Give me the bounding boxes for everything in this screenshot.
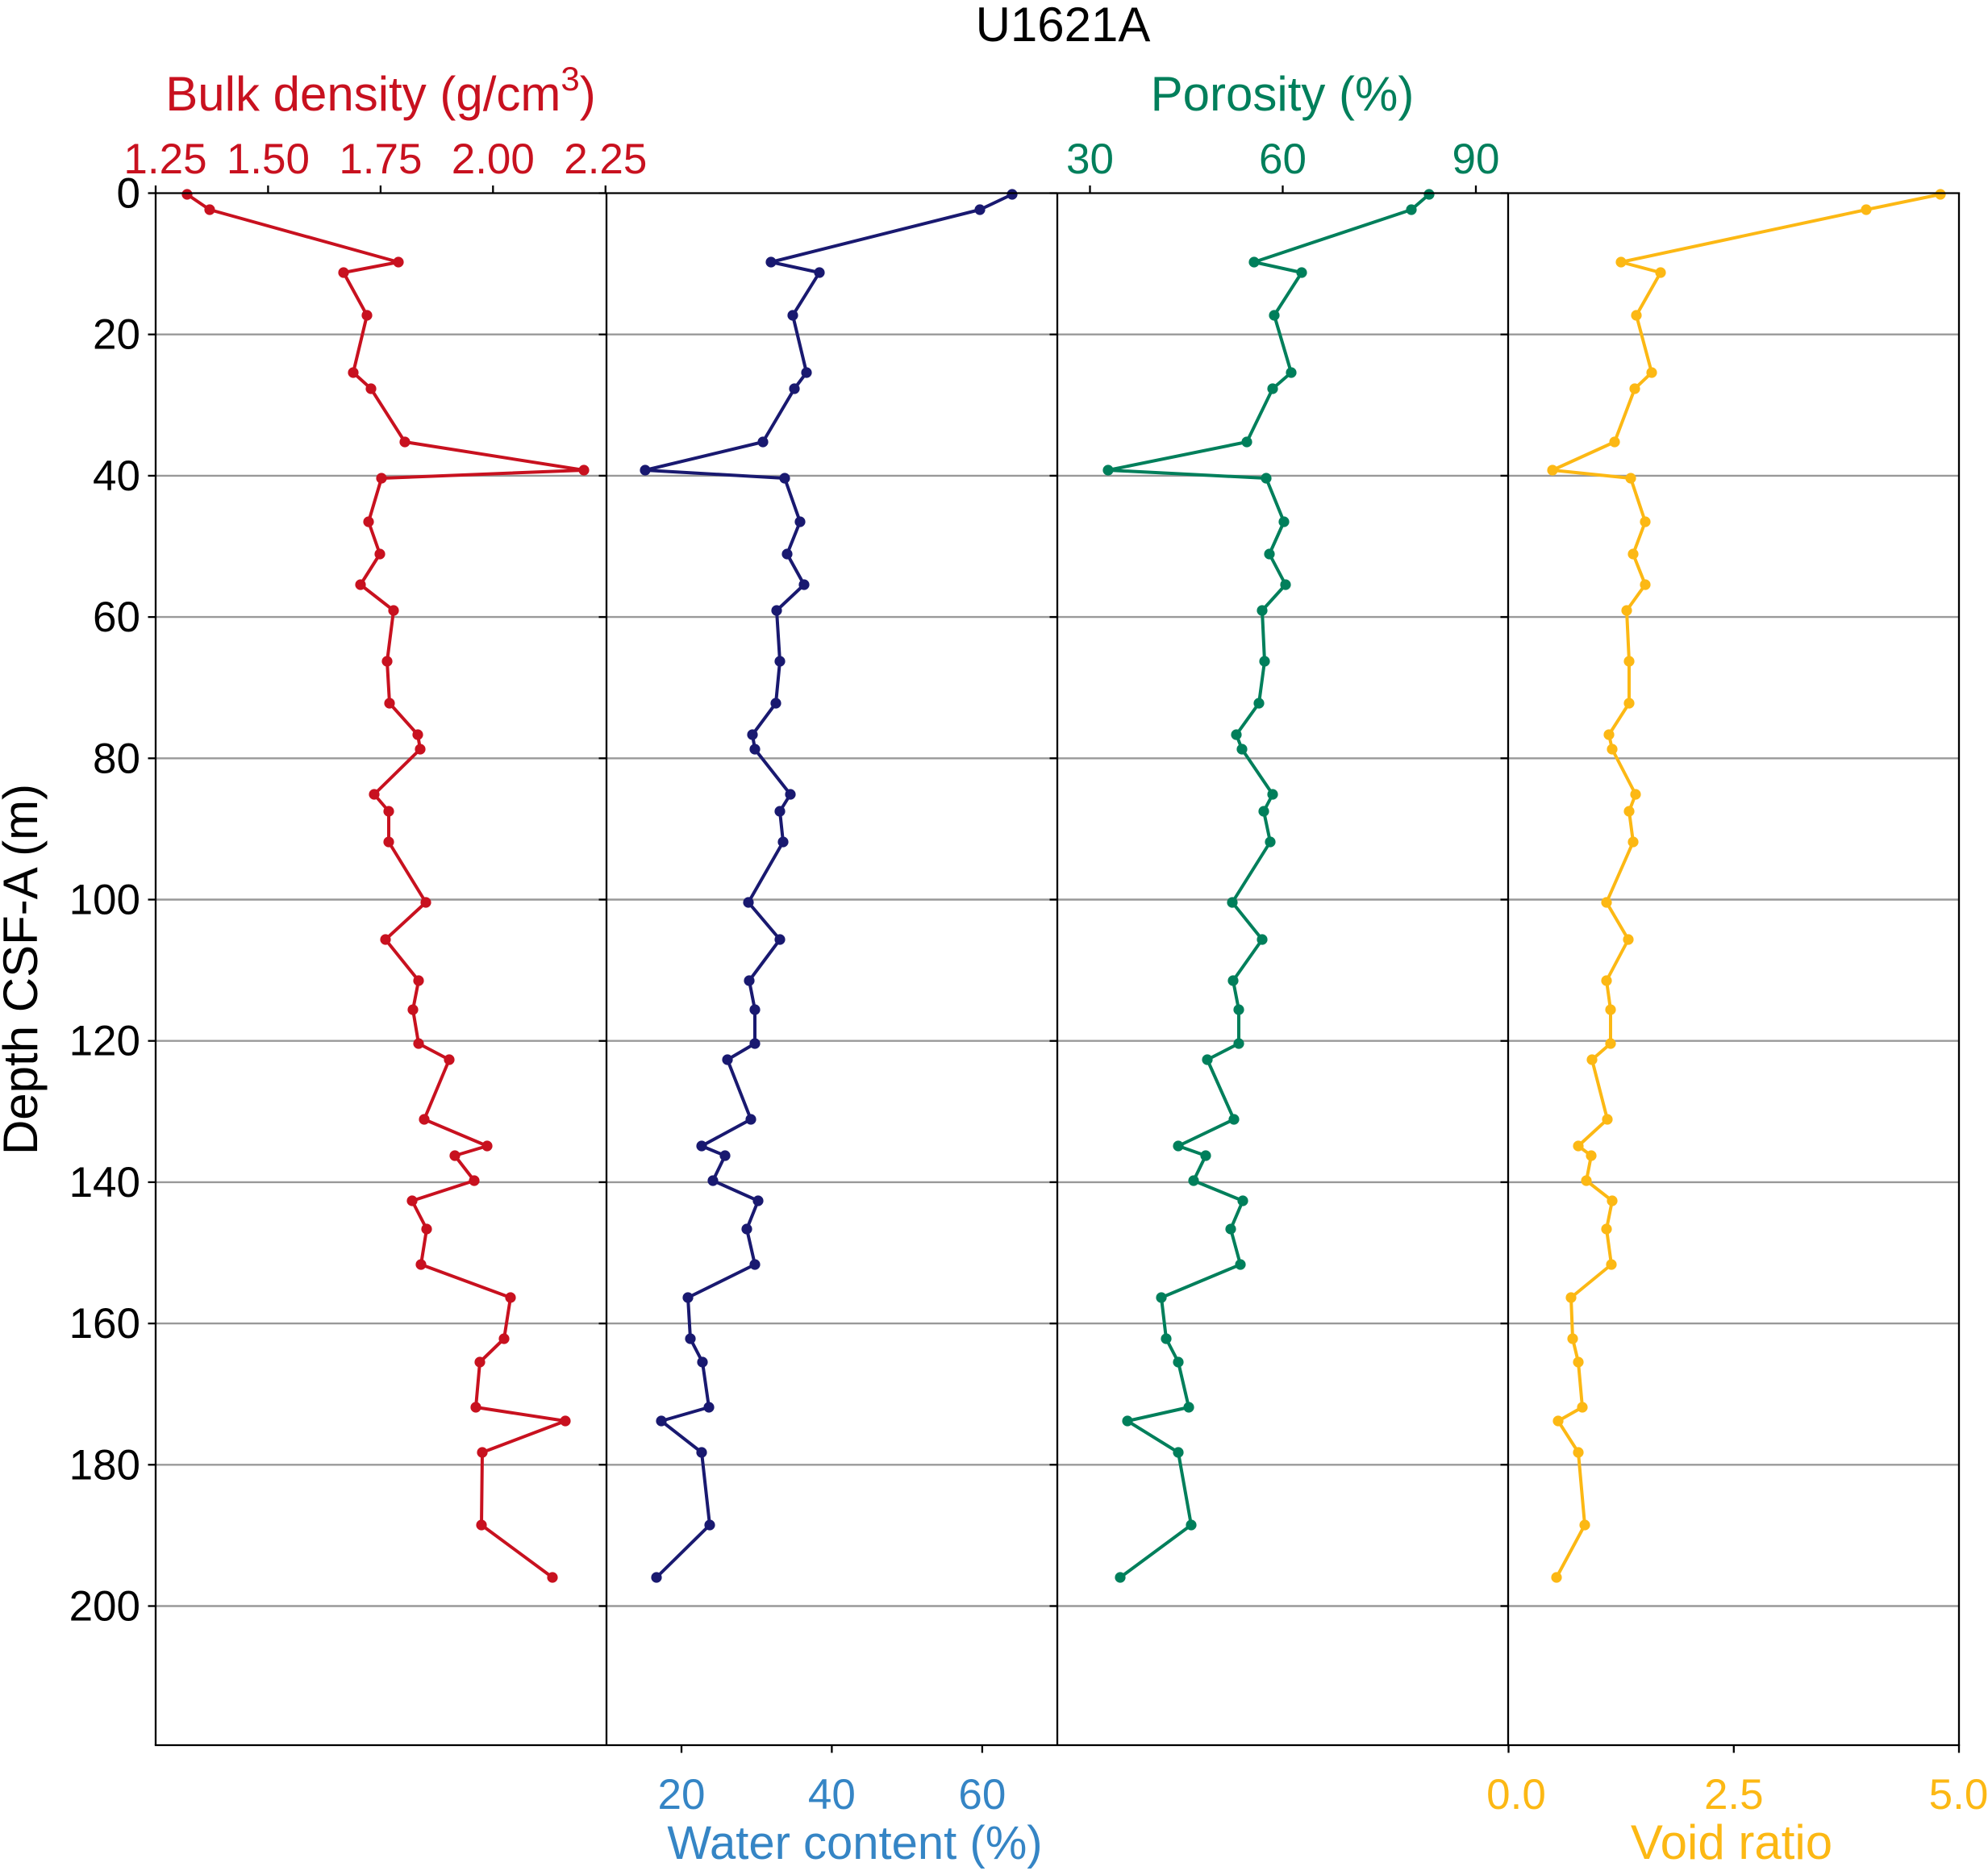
svg-text:2.25: 2.25 (564, 135, 647, 183)
svg-text:120: 120 (69, 1018, 140, 1065)
svg-text:100: 100 (69, 877, 140, 924)
svg-text:Porosity (%): Porosity (%) (1151, 67, 1415, 121)
svg-text:40: 40 (808, 1771, 856, 1819)
svg-text:U1621A: U1621A (976, 0, 1151, 52)
svg-text:1.75: 1.75 (339, 135, 422, 183)
svg-text:1.50: 1.50 (227, 135, 310, 183)
svg-text:200: 200 (69, 1583, 140, 1631)
svg-text:30: 30 (1066, 135, 1114, 183)
svg-text:5.0: 5.0 (1929, 1771, 1988, 1819)
svg-text:Water content (%): Water content (%) (667, 1817, 1042, 1869)
svg-text:140: 140 (69, 1159, 140, 1206)
svg-text:Depth CSF-A (m): Depth CSF-A (m) (0, 784, 48, 1155)
svg-text:60: 60 (958, 1771, 1006, 1819)
svg-text:Void ratio: Void ratio (1631, 1815, 1832, 1869)
svg-text:80: 80 (93, 735, 140, 782)
svg-text:0: 0 (117, 170, 140, 218)
svg-text:20: 20 (658, 1771, 706, 1819)
svg-text:0.0: 0.0 (1486, 1771, 1546, 1819)
svg-text:60: 60 (1259, 135, 1307, 183)
svg-text:1.25: 1.25 (123, 135, 206, 183)
svg-text:2.00: 2.00 (452, 135, 535, 183)
svg-text:90: 90 (1452, 135, 1500, 183)
svg-text:20: 20 (93, 311, 140, 359)
svg-text:2.5: 2.5 (1704, 1771, 1764, 1819)
svg-text:Bulk density (g/cm3): Bulk density (g/cm3) (165, 60, 596, 121)
svg-text:160: 160 (69, 1300, 140, 1348)
svg-text:180: 180 (69, 1441, 140, 1489)
svg-text:60: 60 (93, 594, 140, 641)
svg-text:40: 40 (93, 452, 140, 500)
